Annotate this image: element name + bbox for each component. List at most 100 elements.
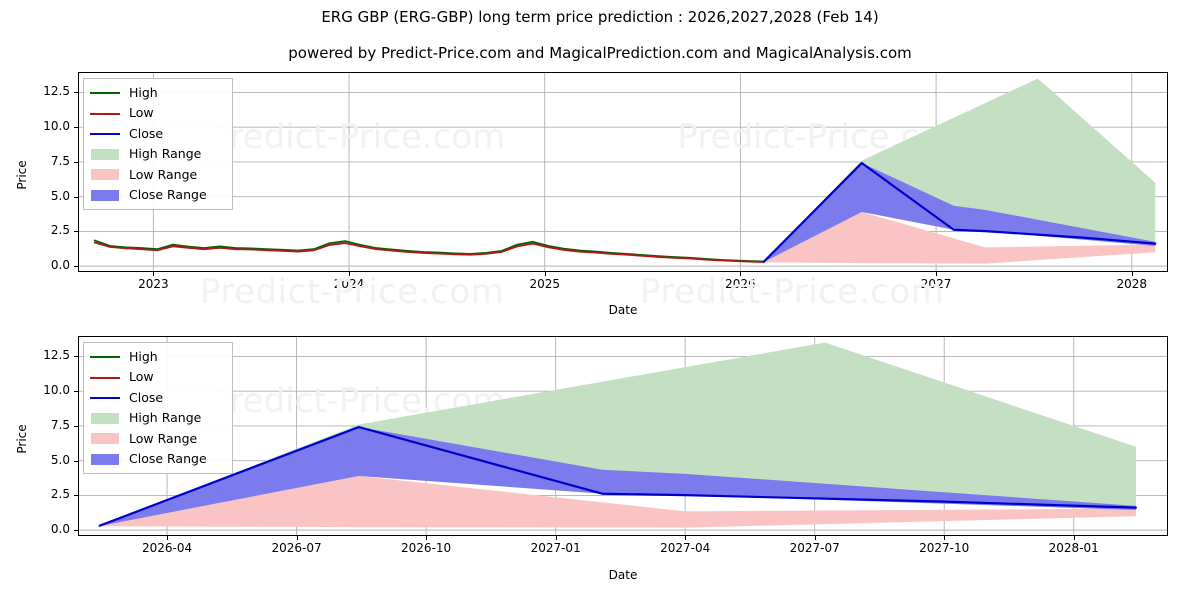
- y-tick-label: 7.5: [50, 153, 70, 168]
- x-tick-mark: [544, 272, 546, 276]
- forecast-legend: High Low Close High Range Low Range Close Ran…: [83, 342, 233, 475]
- legend-item-close-range[interactable]: Close Range: [90, 449, 225, 469]
- y-tick-mark: [74, 231, 78, 233]
- legend-swatch-high-range-icon: [90, 148, 120, 161]
- legend-label: High: [129, 84, 158, 100]
- y-tick-mark: [74, 460, 78, 462]
- legend-item-close-range[interactable]: Close Range: [90, 185, 225, 205]
- legend-item-low-range[interactable]: Low Range: [90, 165, 225, 185]
- watermark-text: Predict-Price.com: [200, 272, 505, 312]
- legend-swatch-low-icon: [90, 371, 120, 384]
- x-tick-label: 2028: [1116, 277, 1148, 291]
- page-title: ERG GBP (ERG-GBP) long term price predic…: [321, 8, 879, 26]
- legend-swatch-close-icon: [90, 127, 120, 140]
- legend-swatch-high-icon: [90, 87, 120, 100]
- y-tick-mark: [74, 391, 78, 393]
- y-tick-label: 10.0: [43, 119, 70, 134]
- legend-item-high-range[interactable]: High Range: [90, 408, 225, 428]
- x-tick-mark: [936, 272, 938, 276]
- page-subtitle: powered by Predict-Price.com and Magical…: [288, 44, 912, 62]
- legend-label: Low: [129, 369, 154, 385]
- legend-swatch-low-icon: [90, 107, 120, 120]
- x-tick-label: 2026-07: [271, 541, 322, 555]
- x-tick-label: 2027: [920, 277, 952, 291]
- legend-swatch-close-icon: [90, 391, 120, 404]
- legend-item-low[interactable]: Low: [90, 367, 225, 387]
- y-tick-label: 2.5: [50, 487, 70, 502]
- x-tick-label: 2025: [529, 277, 560, 291]
- watermark-text: Predict-Price.com: [640, 272, 945, 312]
- forecast-x-axis-label: Date: [608, 568, 638, 582]
- legend-swatch-high-range-icon: [90, 412, 120, 425]
- legend-label: Close: [129, 389, 164, 405]
- overview-y-axis-label: Price: [15, 160, 29, 190]
- y-tick-mark: [74, 425, 78, 427]
- y-tick-mark: [74, 196, 78, 198]
- x-tick-label: 2027-04: [660, 541, 711, 555]
- legend-swatch-high-icon: [90, 351, 120, 364]
- x-tick-mark: [814, 536, 816, 540]
- x-tick-label: 2026-04: [141, 541, 193, 555]
- legend-label: Low Range: [129, 166, 198, 182]
- overview-plot-area: Predict-Price.com Predict-Price.com: [78, 72, 1168, 272]
- legend-label: High Range: [129, 410, 202, 426]
- x-tick-mark: [1073, 536, 1075, 540]
- x-tick-mark: [685, 536, 687, 540]
- x-tick-label: 2027-10: [919, 541, 970, 555]
- legend-item-low-range[interactable]: Low Range: [90, 429, 225, 449]
- x-tick-mark: [944, 536, 946, 540]
- y-tick-label: 7.5: [50, 417, 70, 432]
- x-tick-label: 2027-01: [530, 541, 581, 555]
- legend-item-close[interactable]: Close: [90, 388, 225, 408]
- x-tick-label: 2024: [333, 277, 365, 291]
- legend-swatch-close-range-icon: [90, 453, 120, 466]
- y-tick-label: 12.5: [43, 348, 70, 363]
- legend-item-high-range[interactable]: High Range: [90, 144, 225, 164]
- legend-item-high[interactable]: High: [90, 347, 225, 367]
- legend-label: Low Range: [129, 430, 198, 446]
- y-tick-label: 12.5: [43, 84, 70, 99]
- overview-legend: High Low Close High Range Low Range Close Ran…: [83, 78, 233, 211]
- legend-item-close[interactable]: Close: [90, 124, 225, 144]
- x-tick-mark: [167, 536, 169, 540]
- x-tick-mark: [555, 536, 557, 540]
- legend-swatch-low-range-icon: [90, 432, 120, 445]
- x-tick-label: 2028-01: [1048, 541, 1099, 555]
- x-tick-mark: [740, 272, 742, 276]
- legend-label: High Range: [129, 146, 202, 162]
- legend-label: Close: [129, 125, 164, 141]
- legend-label: Close Range: [129, 450, 207, 466]
- y-tick-label: 0.0: [50, 522, 70, 537]
- y-tick-label: 0.0: [50, 258, 70, 273]
- legend-label: Close Range: [129, 186, 207, 202]
- legend-swatch-close-range-icon: [90, 189, 120, 202]
- x-tick-mark: [1131, 272, 1133, 276]
- x-tick-mark: [426, 536, 428, 540]
- y-tick-mark: [74, 530, 78, 532]
- overview-x-axis-label: Date: [608, 303, 638, 317]
- y-tick-label: 5.0: [50, 452, 70, 467]
- x-tick-mark: [153, 272, 155, 276]
- legend-item-low[interactable]: Low: [90, 103, 225, 123]
- x-tick-label: 2026-10: [401, 541, 452, 555]
- y-tick-mark: [74, 495, 78, 497]
- legend-swatch-low-range-icon: [90, 168, 120, 181]
- y-tick-label: 10.0: [43, 383, 70, 398]
- legend-label: Low: [129, 105, 154, 121]
- y-tick-mark: [74, 161, 78, 163]
- legend-label: High: [129, 348, 158, 364]
- y-tick-mark: [74, 356, 78, 358]
- forecast-y-axis-label: Price: [15, 424, 29, 454]
- y-tick-mark: [74, 127, 78, 129]
- svg-text:Predict-Price.com: Predict-Price.com: [210, 117, 506, 157]
- x-tick-label: 2026: [725, 277, 756, 291]
- x-tick-mark: [349, 272, 351, 276]
- x-tick-label: 2027-07: [789, 541, 840, 555]
- x-tick-mark: [296, 536, 298, 540]
- y-tick-mark: [74, 92, 78, 94]
- legend-item-high[interactable]: High: [90, 83, 225, 103]
- y-tick-label: 2.5: [50, 223, 70, 238]
- x-tick-label: 2023: [138, 277, 169, 291]
- y-tick-label: 5.0: [50, 188, 70, 203]
